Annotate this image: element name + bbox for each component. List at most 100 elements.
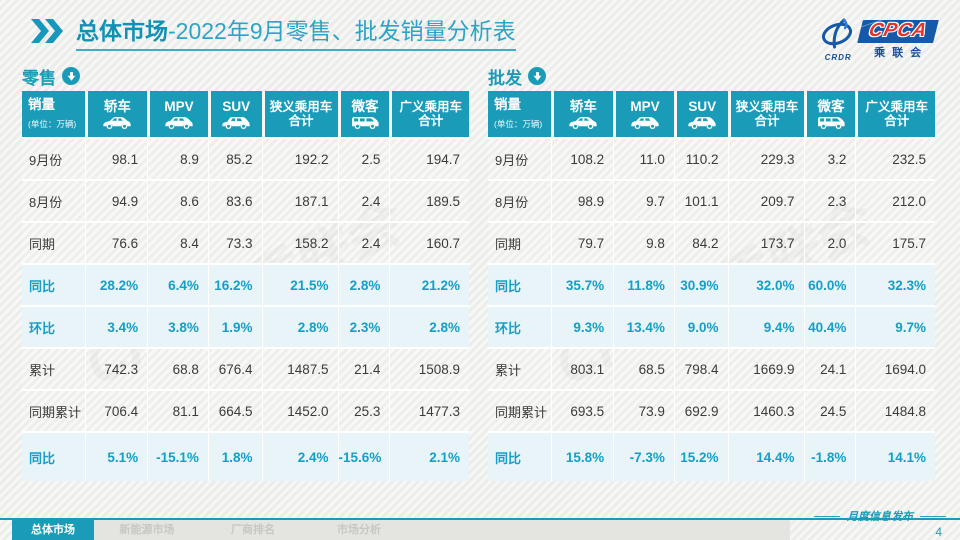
cell-value: 32.0% — [727, 263, 804, 305]
cell-value: 15.2% — [673, 431, 728, 481]
table-row: 环比 3.4% 3.8% 1.9% 2.8% 2.3% 2.8% — [22, 305, 469, 347]
footer-tab[interactable]: 厂商排名 — [231, 524, 275, 536]
cell-value: 229.3 — [727, 137, 804, 179]
cell-value: 40.4% — [803, 305, 856, 347]
footer: 总体市场 新能源市场 厂商排名 市场分析 — [0, 518, 960, 540]
column-label: MPV — [630, 98, 660, 114]
cell-value: 3.4% — [84, 305, 148, 347]
cell-value: 9.3% — [550, 305, 614, 347]
row-label: 同期累计 — [488, 389, 551, 431]
cell-value: 1487.5 — [261, 347, 338, 389]
mpv-icon — [150, 115, 208, 130]
cpca-logo-plate: CPCA 乘联会 — [857, 20, 939, 60]
column-header-suv: SUV — [673, 91, 728, 137]
column-header-car: 轿车 — [84, 91, 148, 137]
cell-value: 84.2 — [673, 221, 728, 263]
cell-value: 25.3 — [337, 389, 390, 431]
row-label: 9月份 — [488, 137, 551, 179]
cell-value: 32.3% — [855, 263, 935, 305]
cell-value: 2.5 — [337, 137, 390, 179]
footer-right: 月度信息发布 4 — [814, 508, 946, 539]
cell-value: 35.7% — [550, 263, 614, 305]
cell-value: 30.9% — [673, 263, 728, 305]
swirl-icon — [821, 18, 855, 55]
cell-value: 9.7 — [613, 179, 674, 221]
cell-value: 2.1% — [389, 431, 469, 481]
footer-note: 月度信息发布 — [814, 508, 946, 524]
cell-value: 1477.3 — [389, 389, 469, 431]
row-label: 同期 — [22, 221, 85, 263]
arrow-down-circle-icon — [528, 67, 546, 85]
table-row: 同比 35.7% 11.8% 30.9% 32.0% 60.0% 32.3% — [488, 263, 935, 305]
retail-table: 销量 (单位：万辆) 轿车 MPV SUV 狭义乘用车 合计 微客 广义乘用车 合计 9月份 9… — [22, 91, 469, 481]
cell-value: 6.4% — [147, 263, 208, 305]
cell-value: 21.4 — [337, 347, 390, 389]
cell-value: 803.1 — [550, 347, 614, 389]
cell-value: 232.5 — [855, 137, 935, 179]
cell-value: 79.7 — [550, 221, 614, 263]
wholesale-table-block: 批发 销量 (单位：万辆) 轿车 MPV SUV 狭义乘用车 合计 微客 广义乘用车 合计 9… — [488, 64, 935, 481]
column-label: 微客 — [351, 98, 379, 114]
row-label: 环比 — [488, 305, 551, 347]
cell-value: 160.7 — [389, 221, 469, 263]
footer-tab[interactable]: 市场分析 — [337, 524, 381, 536]
row-label: 同比 — [488, 263, 551, 305]
cell-value: 212.0 — [855, 179, 935, 221]
cell-value: 98.1 — [84, 137, 148, 179]
cell-value: 173.7 — [727, 221, 804, 263]
sales-label: 销量 — [494, 97, 521, 112]
column-label-line2: 合计 — [884, 114, 910, 128]
cell-value: 110.2 — [673, 137, 728, 179]
sales-unit: (单位：万辆) — [28, 119, 77, 129]
column-header-van: 微客 — [803, 91, 856, 137]
sales-label: 销量 — [28, 97, 55, 112]
suv-icon — [211, 115, 262, 130]
table-row: 环比 9.3% 13.4% 9.0% 9.4% 40.4% 9.7% — [488, 305, 935, 347]
row-label: 环比 — [22, 305, 85, 347]
cell-value: 94.9 — [84, 179, 148, 221]
footer-tab-active[interactable]: 总体市场 — [12, 520, 94, 540]
retail-header-row: 销量 (单位：万辆) 轿车 MPV SUV 狭义乘用车 合计 微客 广义乘用车 合计 — [22, 91, 469, 137]
table-row: 累计 742.3 68.8 676.4 1487.5 21.4 1508.9 — [22, 347, 469, 389]
cell-value: 2.8% — [337, 263, 390, 305]
cell-value: 1.9% — [207, 305, 262, 347]
row-label: 同期累计 — [22, 389, 85, 431]
cell-value: 68.8 — [147, 347, 208, 389]
cell-value: 1460.3 — [727, 389, 804, 431]
footer-note-text: 月度信息发布 — [847, 510, 913, 523]
cell-value: 664.5 — [207, 389, 262, 431]
cell-value: 81.1 — [147, 389, 208, 431]
column-header-total: 狭义乘用车 合计 — [727, 91, 804, 137]
cell-value: 9.7% — [855, 305, 935, 347]
cell-value: 8.4 — [147, 221, 208, 263]
cell-value: 194.7 — [389, 137, 469, 179]
sales-unit: (单位：万辆) — [494, 119, 543, 129]
cell-value: 3.8% — [147, 305, 208, 347]
note-dash-right — [920, 515, 946, 517]
column-label: SUV — [688, 98, 717, 114]
cell-value: 83.6 — [207, 179, 262, 221]
cell-value: 1508.9 — [389, 347, 469, 389]
footer-accent-line — [0, 518, 960, 520]
cell-value: 187.1 — [261, 179, 338, 221]
cell-value: 1669.9 — [727, 347, 804, 389]
table-row: 累计 803.1 68.5 798.4 1669.9 24.1 1694.0 — [488, 347, 935, 389]
footer-tab[interactable]: 新能源市场 — [119, 524, 175, 536]
cell-value: 8.9 — [147, 137, 208, 179]
cell-value: 21.5% — [261, 263, 338, 305]
cell-value: 2.4 — [337, 179, 390, 221]
cpca-logo: CRDR CPCA 乘联会 — [821, 18, 939, 62]
retail-table-block: 零售 销量 (单位：万辆) 轿车 MPV SUV 狭义乘用车 合计 微客 广义乘用车 合计 9… — [22, 64, 469, 481]
cell-value: 8.6 — [147, 179, 208, 221]
cell-value: 98.9 — [550, 179, 614, 221]
slide-header: 总体市场-2022年9月零售、批发销量分析表 CRDR CPCA 乘联会 — [0, 0, 960, 62]
footer-tab-bar: 新能源市场 厂商排名 市场分析 — [94, 520, 790, 540]
cell-value: 24.1 — [803, 347, 856, 389]
page-number: 4 — [935, 525, 942, 539]
cell-value: 2.0 — [803, 221, 856, 263]
column-label: SUV — [222, 98, 251, 114]
row-label: 8月份 — [488, 179, 551, 221]
column-header-mpv: MPV — [613, 91, 674, 137]
table-row: 同比 5.1% -15.1% 1.8% 2.4% -15.6% 2.1% — [22, 431, 469, 481]
